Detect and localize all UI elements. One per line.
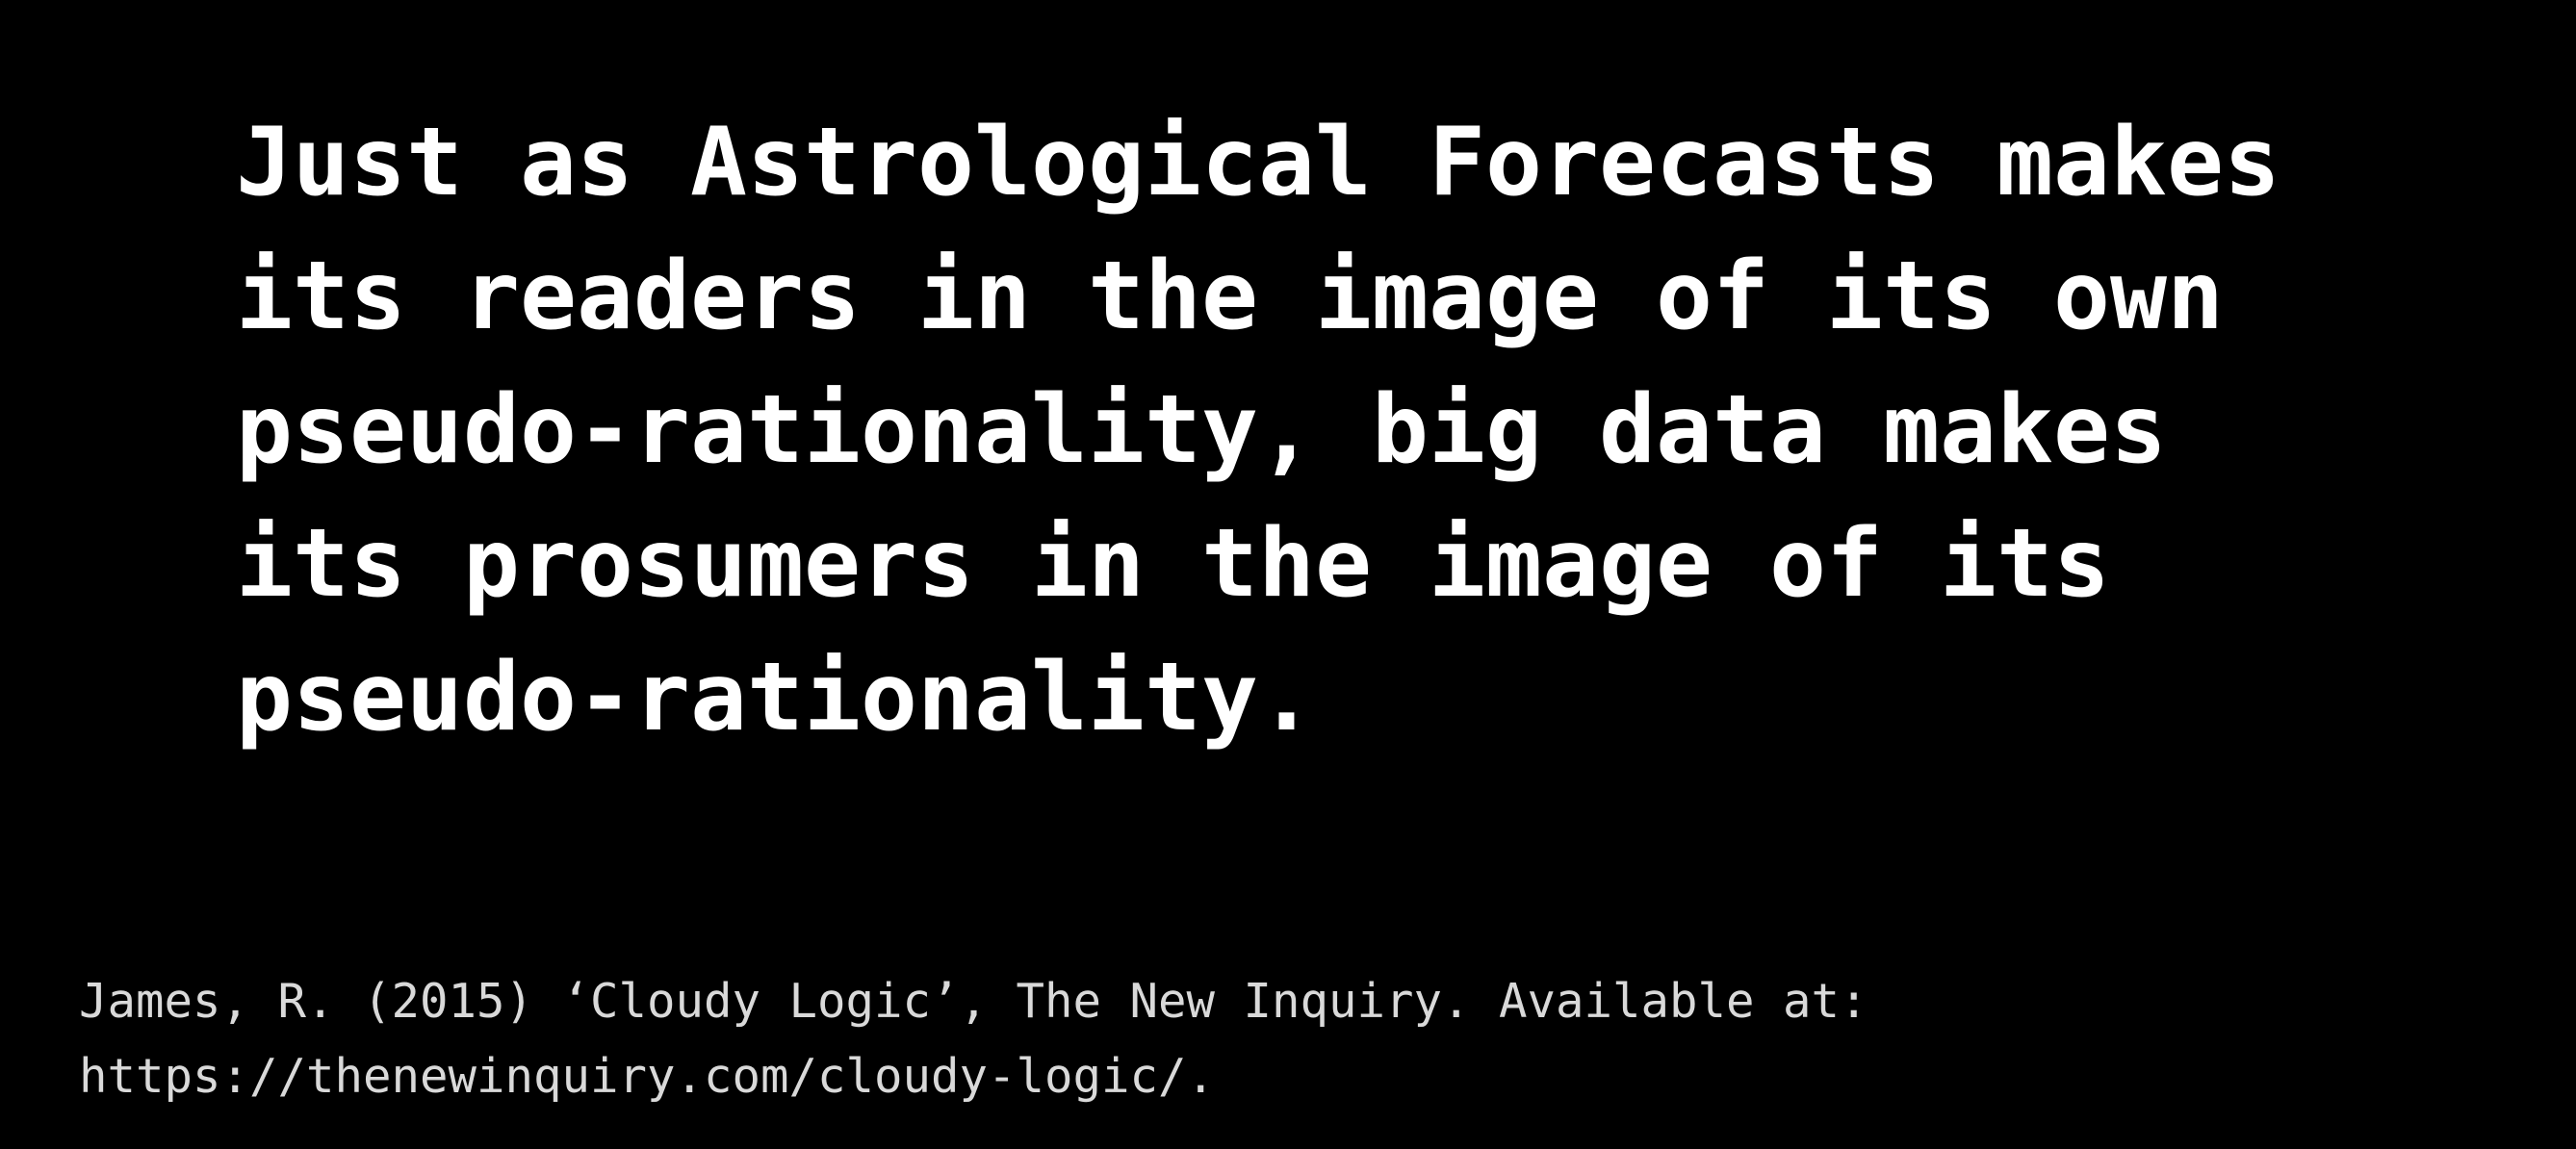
quote-line: its readers in the image of its own — [236, 242, 2225, 351]
quote-text: Just as Astrological Forecasts makes its… — [236, 96, 2450, 765]
citation-url: https://thenewinquiry.com/cloudy-logic/. — [79, 1049, 1216, 1104]
quote-line: Just as Astrological Forecasts makes — [236, 108, 2281, 217]
quote-line: its prosumers in the image of its — [236, 509, 2111, 619]
citation-line: James, R. (2015) ‘Cloudy Logic’, The New… — [79, 974, 1868, 1029]
quote-line: pseudo-rationality, big data makes — [236, 375, 2168, 485]
citation-text: James, R. (2015) ‘Cloudy Logic’, The New… — [79, 964, 2486, 1114]
quote-line: pseudo-rationality. — [236, 643, 1316, 753]
